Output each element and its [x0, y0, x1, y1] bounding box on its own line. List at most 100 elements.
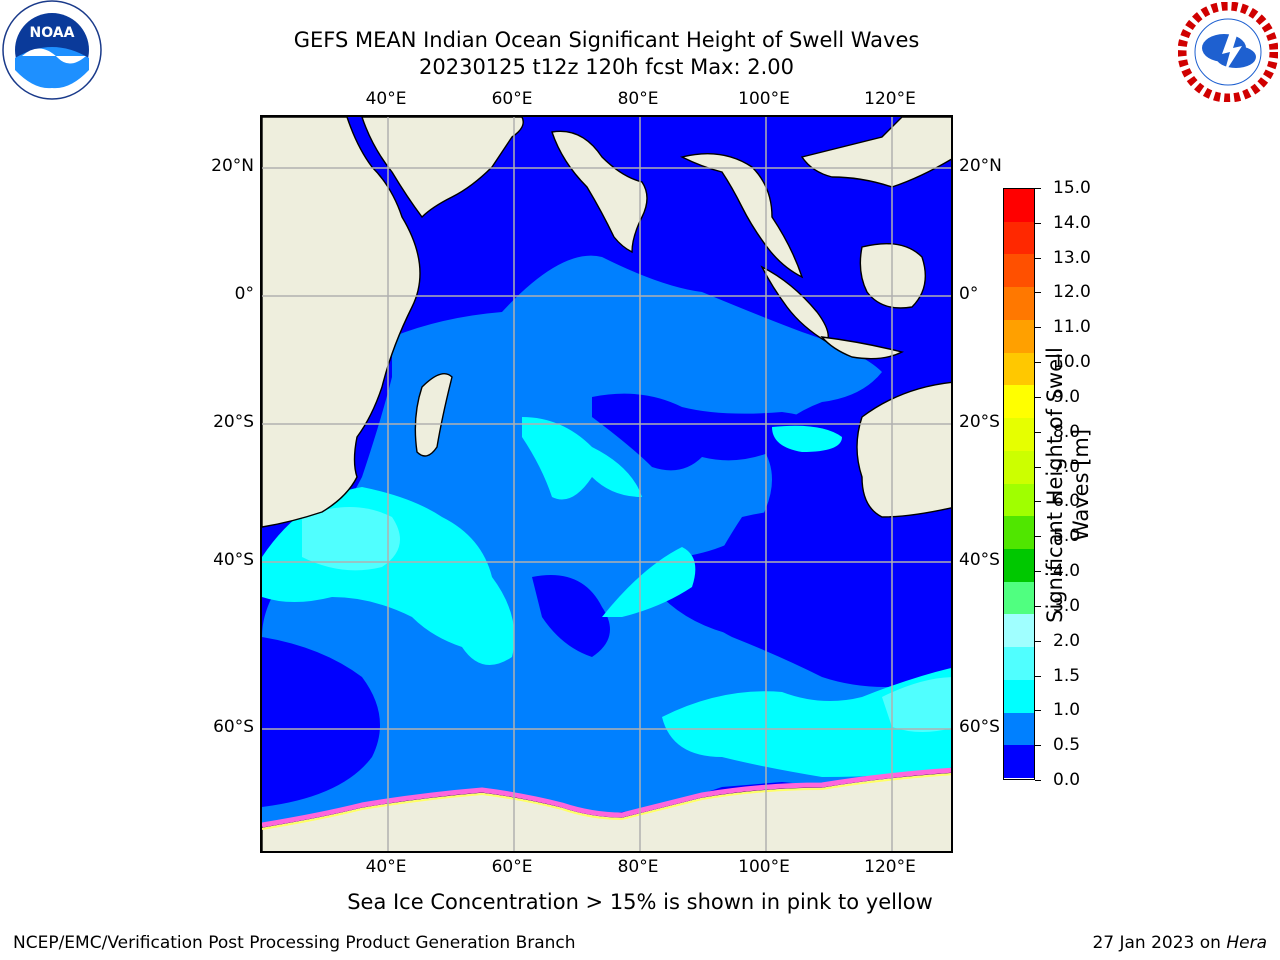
colorbar-tick-label: 4.0: [1053, 561, 1081, 582]
colorbar-segment: [1004, 745, 1034, 779]
land-madagascar: [414, 373, 453, 457]
swell-field-1.0-1.5-east: [772, 425, 842, 452]
lon-label-top-40e: 40°E: [365, 89, 407, 109]
colorbar-tick-label: 1.5: [1053, 665, 1081, 686]
lat-label-right-40s: 40°S: [959, 550, 1000, 570]
sea-ice-edge-inner: [262, 773, 951, 830]
colorbar-tick-label: 5.0: [1053, 526, 1081, 547]
nws-logo: [1177, 1, 1279, 103]
colorbar-title: Significant Height of Swell Waves [m]: [1042, 285, 1094, 685]
footer-host: Hera: [1226, 933, 1267, 953]
colorbar-tick-label: 9.0: [1053, 386, 1081, 407]
colorbar-tick: [1035, 571, 1041, 573]
colorbar-segment: [1004, 352, 1034, 386]
lon-label-top-60e: 60°E: [491, 89, 533, 109]
colorbar-tick: [1035, 640, 1041, 642]
colorbar-segment: [1004, 189, 1034, 223]
colorbar-tick: [1035, 675, 1041, 677]
colorbar-segment: [1004, 319, 1034, 354]
swell-field-0.0-0.5-central: [592, 393, 842, 471]
colorbar-tick-label: 0.0: [1053, 770, 1081, 790]
lon-label-bottom-100e: 100°E: [738, 857, 790, 877]
sea-ice-edge: [262, 767, 951, 828]
lon-label-top-80e: 80°E: [617, 89, 659, 109]
swell-field-1.0-1.5-southcentral: [602, 547, 696, 617]
land-arabia: [361, 117, 524, 219]
lon-label-bottom-120e: 120°E: [864, 857, 916, 877]
footer-date-text: 27 Jan 2023 on: [1092, 933, 1227, 953]
colorbar-tick: [1035, 292, 1041, 294]
colorbar-title-line1: Significant Height of Swell: [1043, 347, 1067, 623]
footer-date: 27 Jan 2023 on Hera: [1092, 933, 1267, 953]
colorbar-tick-label: 13.0: [1053, 247, 1091, 268]
land-southeast-asia: [679, 152, 804, 279]
colorbar-segment: [1004, 287, 1034, 321]
land-java: [820, 336, 905, 360]
swell-field-1.0-1.5-south: [662, 667, 951, 777]
colorbar-segment: [1004, 385, 1034, 419]
noaa-logo: NOAA: [0, 0, 104, 104]
svg-text:NOAA: NOAA: [30, 25, 75, 41]
lon-label-top-100e: 100°E: [738, 89, 790, 109]
colorbar-tick-label: 14.0: [1053, 212, 1091, 233]
colorbar-tick: [1035, 327, 1041, 329]
lon-label-bottom-60e: 60°E: [491, 857, 533, 877]
swell-height-map: [262, 117, 951, 851]
lon-label-bottom-40e: 40°E: [365, 857, 407, 877]
map-subtitle: 20230125 t12z 120h fcst Max: 2.00: [419, 55, 794, 79]
colorbar-tick-label: 6.0: [1053, 491, 1081, 512]
graticule: [262, 117, 951, 851]
colorbar-tick-label: 10.0: [1053, 352, 1091, 373]
land-india: [551, 130, 648, 254]
colorbar-segment: [1004, 548, 1034, 583]
lat-label-right-0: 0°: [959, 284, 979, 304]
colorbar-segment: [1004, 516, 1034, 550]
lat-label-left-60s: 60°S: [213, 717, 254, 737]
colorbar-tick-label: 0.5: [1053, 735, 1081, 756]
colorbar-tick-label: 3.0: [1053, 595, 1081, 616]
lat-label-left-20n: 20°N: [211, 156, 254, 176]
swell-field-0.0-0.5-southwest: [262, 637, 380, 807]
colorbar-segment: [1004, 679, 1034, 714]
lat-label-left-40s: 40°S: [213, 550, 254, 570]
sea-ice-note: Sea Ice Concentration > 15% is shown in …: [347, 890, 933, 914]
land-borneo: [859, 242, 926, 309]
colorbar-tick: [1035, 605, 1041, 607]
colorbar-tick-label: 15.0: [1053, 178, 1091, 198]
colorbar-title-line2: Waves [m]: [1069, 428, 1093, 542]
colorbar-tick: [1035, 501, 1041, 503]
swell-field-0.0-0.5-south-central: [532, 575, 610, 657]
colorbar-segment: [1004, 221, 1034, 255]
land-china-coast: [800, 117, 951, 188]
colorbar-tick: [1035, 362, 1041, 364]
footer-credit: NCEP/EMC/Verification Post Processing Pr…: [13, 933, 576, 953]
swell-field-1.0-1.5-central: [522, 417, 642, 500]
colorbar-tick-label: 12.0: [1053, 282, 1091, 303]
colorbar-tick: [1035, 536, 1041, 538]
lon-label-top-120e: 120°E: [864, 89, 916, 109]
lat-label-right-60s: 60°S: [959, 717, 1000, 737]
swell-field-1.5-2.0-west: [302, 507, 400, 571]
colorbar-tick-label: 11.0: [1053, 317, 1091, 338]
colorbar-segment: [1004, 254, 1034, 288]
colorbar-segment: [1004, 647, 1034, 681]
colorbar-segment: [1004, 614, 1034, 648]
map-panel[interactable]: [260, 115, 953, 853]
colorbar-segment: [1004, 418, 1034, 452]
colorbar-segment: [1004, 450, 1034, 484]
swell-field-1.5-2.0-south: [882, 677, 951, 732]
colorbar-tick: [1035, 780, 1041, 781]
colorbar-tick: [1035, 396, 1041, 398]
colorbar-tick: [1035, 188, 1041, 189]
colorbar-tick: [1035, 466, 1041, 468]
colorbar-tick-label: 8.0: [1053, 421, 1081, 442]
colorbar-tick-label: 1.0: [1053, 700, 1081, 721]
lon-label-bottom-80e: 80°E: [617, 857, 659, 877]
colorbar: [1003, 188, 1035, 780]
colorbar-segment: [1004, 581, 1034, 615]
lat-label-right-20n: 20°N: [959, 156, 1002, 176]
colorbar-tick-label: 7.0: [1053, 456, 1081, 477]
lat-label-right-20s: 20°S: [959, 412, 1000, 432]
colorbar-tick: [1035, 257, 1041, 259]
lat-label-left-0: 0°: [234, 284, 254, 304]
